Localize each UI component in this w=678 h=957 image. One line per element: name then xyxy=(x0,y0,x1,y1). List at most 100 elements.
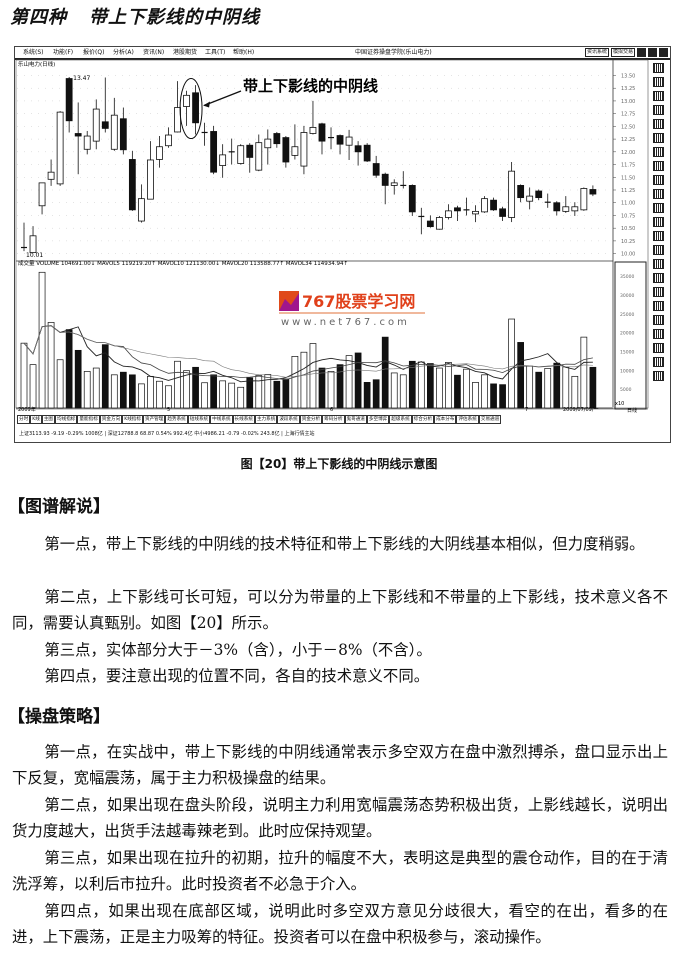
candle xyxy=(328,127,335,150)
indicator-tab[interactable]: 综合分析 xyxy=(411,415,435,424)
volume-bar xyxy=(517,342,524,409)
volume-bar xyxy=(499,384,506,409)
menu-item[interactable]: 分析(A) xyxy=(113,49,134,56)
drawing-tool-icon[interactable] xyxy=(653,217,664,227)
drawing-tool-icon[interactable] xyxy=(653,357,664,367)
drawing-tool-icon[interactable] xyxy=(653,231,664,241)
sim-trade-button[interactable]: 模拟交易 xyxy=(610,48,635,57)
logo-url: www.net767.com xyxy=(281,317,410,328)
indicator-tab[interactable]: 超级系统 xyxy=(389,415,412,424)
drawing-tool-icon[interactable] xyxy=(653,287,664,297)
volume-bar xyxy=(399,374,407,409)
candle xyxy=(580,187,588,211)
high-price-label: 13.47 xyxy=(73,75,90,82)
candle xyxy=(291,124,299,160)
candle xyxy=(390,179,398,195)
candle xyxy=(29,226,37,254)
candle xyxy=(255,134,263,172)
indicator-tab[interactable]: 分时 xyxy=(17,415,31,424)
indicator-tab[interactable]: 资金方向 xyxy=(99,415,123,424)
volume-bar xyxy=(264,374,272,409)
candle-body xyxy=(264,138,272,149)
drawing-tool-icon[interactable] xyxy=(653,343,664,353)
drawing-tool-icon[interactable] xyxy=(653,301,664,311)
figure-caption: 图【20】带上下影线的中阴线示意图 xyxy=(240,457,438,471)
price-axis: 13.50 13.25 13.00 12.75 12.50 12.25 12.00 11.75… xyxy=(613,73,635,258)
menu-item[interactable]: 功能(F) xyxy=(53,49,74,56)
volume-bar xyxy=(228,382,236,409)
indicator-tab[interactable]: K线指标 xyxy=(122,415,143,424)
indicator-tab[interactable]: 短线系统 xyxy=(187,415,211,424)
maximize-icon[interactable] xyxy=(648,48,657,57)
candle-body xyxy=(119,118,127,151)
drawing-tool-icon[interactable] xyxy=(653,329,664,339)
menu-item[interactable]: 港股期货 xyxy=(173,49,198,56)
menu-item[interactable]: 帮助(H) xyxy=(233,49,255,56)
drawing-tool-icon[interactable] xyxy=(653,245,664,255)
drawing-tool-icon[interactable] xyxy=(653,189,664,199)
indicator-tab[interactable]: 成本分布 xyxy=(434,415,457,424)
candle xyxy=(426,215,434,228)
candle xyxy=(517,184,525,203)
drawing-tool-icon[interactable] xyxy=(653,175,664,185)
minimize-icon[interactable] xyxy=(637,48,646,57)
indicator-tab[interactable]: 资金分析 xyxy=(299,415,323,424)
indicator-tab[interactable]: 趋势系统 xyxy=(165,415,188,424)
price-tick-label: 11.00 xyxy=(621,201,635,207)
volume-bar xyxy=(129,374,136,409)
candle-body xyxy=(499,208,506,217)
candle xyxy=(363,143,371,163)
volume-tick-label: 5000 xyxy=(620,387,632,393)
indicator-tab[interactable]: 交易通道 xyxy=(478,415,502,424)
drawing-tool-icon[interactable] xyxy=(653,273,664,283)
indicator-tab[interactable]: 均线指标 xyxy=(55,415,78,424)
indicator-tab[interactable]: 多空博弈 xyxy=(366,415,390,424)
volume-bar xyxy=(372,379,380,409)
volume-bar xyxy=(147,375,154,409)
drawing-tool-icon[interactable] xyxy=(653,161,664,171)
volume-tick-label: 10000 xyxy=(620,368,634,374)
volume-bar xyxy=(535,371,543,409)
volume-bar xyxy=(74,349,82,409)
info-system-button[interactable]: 资讯系统 xyxy=(584,48,609,57)
indicator-tab[interactable]: 筹码分析 xyxy=(322,415,345,424)
indicator-tab[interactable]: K线 xyxy=(30,415,42,424)
indicator-tab[interactable]: 主力系统 xyxy=(254,415,278,424)
volume-tick-label: 15000 xyxy=(620,349,634,355)
menu-item[interactable]: 工具(T) xyxy=(205,49,226,56)
candle xyxy=(472,205,479,223)
candle xyxy=(56,111,64,186)
drawing-tool-icon[interactable] xyxy=(653,91,664,101)
volume-bar xyxy=(381,336,389,409)
drawing-tool-icon[interactable] xyxy=(653,147,664,157)
menu-item[interactable]: 报价(Q) xyxy=(83,49,105,56)
candle xyxy=(571,202,579,216)
drawing-tool-icon[interactable] xyxy=(653,63,664,73)
drawing-tool-icon[interactable] xyxy=(653,105,664,115)
drawing-tool-icon[interactable] xyxy=(653,119,664,129)
menu-item[interactable]: 资讯(N) xyxy=(143,49,165,56)
candle-body xyxy=(255,142,263,171)
indicator-tab[interactable]: 长线系统 xyxy=(232,415,255,424)
volume-bar xyxy=(47,322,55,409)
indicator-tab[interactable]: 中线系统 xyxy=(210,415,233,424)
indicator-tab[interactable]: 资产管理 xyxy=(142,415,166,424)
drawing-tool-icon[interactable] xyxy=(653,77,664,87)
drawing-tool-icon[interactable] xyxy=(653,371,664,381)
indicator-tab[interactable]: 主图 xyxy=(41,415,56,424)
drawing-tool-icon[interactable] xyxy=(653,259,664,269)
close-icon[interactable] xyxy=(659,48,668,57)
candle-body xyxy=(481,198,488,213)
indicator-tab[interactable]: 鬼哥通道 xyxy=(344,415,367,424)
volume-bar xyxy=(65,329,73,409)
date-label: 7 xyxy=(525,407,528,413)
drawing-tool-icon[interactable] xyxy=(653,133,664,143)
drawing-tool-icon[interactable] xyxy=(653,203,664,213)
indicator-tab[interactable]: 波段系统 xyxy=(277,415,300,424)
drawing-tool-icon[interactable] xyxy=(653,315,664,325)
indicator-tab[interactable]: 评估系统 xyxy=(456,415,479,424)
menu-item[interactable]: 系统(S) xyxy=(23,49,44,56)
indicator-tab[interactable]: 量能指标 xyxy=(77,415,100,424)
price-tick-label: 11.25 xyxy=(621,188,635,194)
volume-bar xyxy=(138,383,145,409)
